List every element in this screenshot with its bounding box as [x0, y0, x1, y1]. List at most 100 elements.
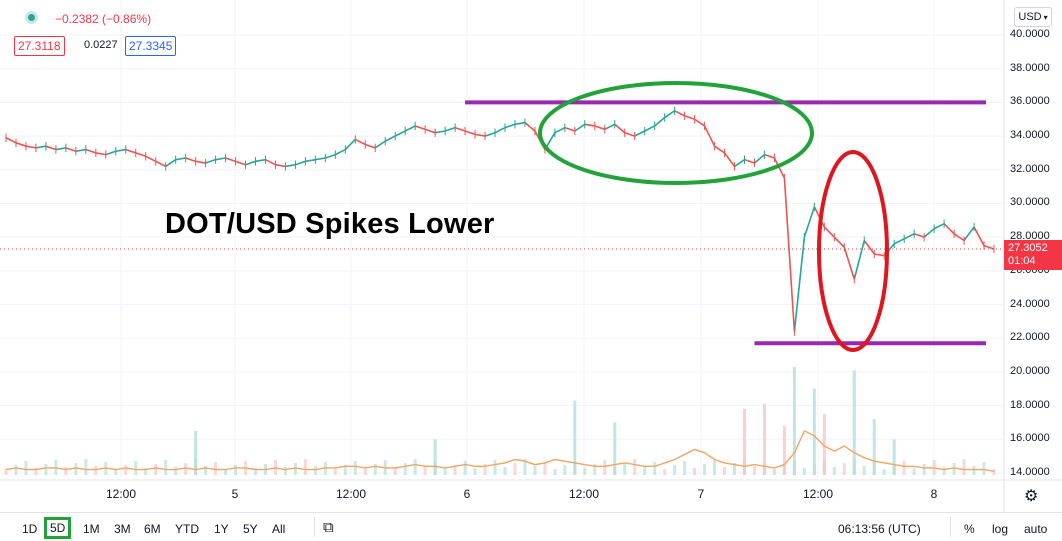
- volume-bar: [204, 466, 208, 475]
- volume-spike-bar: [782, 425, 786, 475]
- volume-bar: [693, 468, 697, 475]
- volume-bar: [224, 469, 228, 475]
- volume-bar: [962, 459, 966, 475]
- volume-bar: [553, 469, 557, 475]
- volume-bar: [134, 461, 138, 475]
- period-1d[interactable]: 1D: [22, 522, 38, 536]
- price-segment: [734, 158, 745, 168]
- price-segment: [504, 123, 516, 129]
- volume-bar: [583, 468, 587, 475]
- y-axis-tick-label: 32.0000: [1010, 162, 1050, 175]
- price-segment: [953, 233, 965, 242]
- volume-spike-bar: [812, 388, 816, 475]
- price-segment: [833, 236, 845, 248]
- bar-countdown: 01:04: [1008, 255, 1036, 267]
- price-segment: [634, 130, 646, 137]
- period-all[interactable]: All: [272, 522, 286, 536]
- volume-bar: [463, 461, 467, 475]
- price-segment: [365, 143, 376, 149]
- bid-price-button[interactable]: 27.3118: [14, 36, 65, 56]
- y-axis-tick-label: 22.0000: [1010, 331, 1050, 344]
- volume-bar: [214, 462, 218, 475]
- price-segment: [793, 237, 806, 332]
- volume-spike-bar: [194, 430, 198, 475]
- price-segment: [394, 130, 406, 137]
- volume-bar: [952, 463, 956, 475]
- volume-bar: [643, 466, 647, 475]
- auto-toggle[interactable]: auto: [1024, 522, 1048, 536]
- y-axis-tick-label: 38.0000: [1010, 61, 1050, 74]
- price-segment: [684, 115, 695, 120]
- price-segment: [454, 126, 466, 132]
- price-segment: [155, 160, 167, 168]
- volume-moving-average: [5, 429, 995, 472]
- y-axis-tick-label: 36.0000: [1010, 95, 1050, 108]
- price-segment: [574, 123, 586, 132]
- price-segment: [853, 240, 866, 280]
- chart-headline: DOT/USD Spikes Lower: [165, 208, 495, 240]
- y-axis-tick-label: 20.0000: [1010, 364, 1050, 377]
- period-1y[interactable]: 1Y: [214, 522, 229, 536]
- ask-price-button[interactable]: 27.3345: [125, 36, 177, 56]
- price-segment: [604, 123, 616, 131]
- period-ytd[interactable]: YTD: [175, 522, 199, 536]
- volume-bar: [483, 464, 487, 475]
- volume-bar: [663, 469, 667, 475]
- volume-bar: [862, 466, 866, 475]
- price-segment: [913, 233, 925, 238]
- price-segment: [275, 163, 286, 168]
- volume-bar: [683, 461, 687, 475]
- volume-bar: [842, 463, 846, 475]
- last-price-label: 27.3052 01:04: [1004, 240, 1062, 270]
- price-segment: [205, 158, 216, 164]
- price-segment: [753, 153, 765, 164]
- price-segment: [983, 244, 995, 250]
- calendar-range-icon[interactable]: ⧉: [323, 519, 334, 536]
- period-5y[interactable]: 5Y: [243, 522, 258, 536]
- x-axis-tick-label: 12:00: [105, 487, 137, 501]
- log-toggle[interactable]: log: [992, 522, 1009, 536]
- currency-selector[interactable]: USD ▾: [1014, 7, 1052, 27]
- y-axis-tick-label: 28.0000: [1010, 230, 1050, 243]
- period-6m[interactable]: 6M: [144, 522, 161, 536]
- price-segment: [45, 145, 57, 151]
- volume-spike-bar: [892, 439, 896, 475]
- volume-bar: [34, 468, 38, 475]
- volume-bar: [303, 459, 307, 475]
- price-segment: [764, 153, 775, 159]
- y-axis-tick-label: 16.0000: [1010, 432, 1050, 445]
- volume-bar: [593, 464, 597, 475]
- volume-bar: [673, 465, 677, 475]
- utc-clock[interactable]: 06:13:56 (UTC): [838, 522, 921, 536]
- price-segment: [374, 140, 386, 149]
- period-1m[interactable]: 1M: [83, 522, 100, 536]
- price-segment: [315, 157, 326, 161]
- price-segment: [285, 163, 296, 168]
- volume-bar: [523, 459, 527, 475]
- percent-toggle[interactable]: %: [964, 522, 975, 536]
- price-segment: [823, 226, 835, 238]
- price-segment: [744, 158, 755, 164]
- period-3m[interactable]: 3M: [114, 522, 131, 536]
- volume-bar: [234, 465, 238, 475]
- volume-bar: [882, 469, 886, 475]
- bottom-toolbar: 1D 5D 1M 3M 6M YTD 1Y 5Y All ⧉ 06:13:56 …: [0, 512, 1062, 541]
- price-segment: [514, 121, 526, 126]
- volume-spike-bar: [613, 422, 617, 475]
- volume-bar: [972, 466, 976, 475]
- price-segment: [344, 138, 356, 151]
- volume-bar: [293, 463, 297, 475]
- volume-bar: [992, 469, 996, 475]
- price-segment: [25, 145, 37, 149]
- period-5d[interactable]: 5D: [44, 517, 72, 539]
- x-axis-tick-label: 6: [463, 487, 471, 501]
- price-segment: [125, 148, 136, 154]
- spike-ellipse: [817, 150, 889, 352]
- settings-gear-icon[interactable]: ⚙: [1024, 488, 1039, 505]
- volume-bar: [253, 468, 257, 475]
- price-segment: [963, 226, 975, 241]
- price-segment: [115, 148, 126, 153]
- price-segment: [265, 158, 276, 166]
- price-segment: [803, 206, 816, 238]
